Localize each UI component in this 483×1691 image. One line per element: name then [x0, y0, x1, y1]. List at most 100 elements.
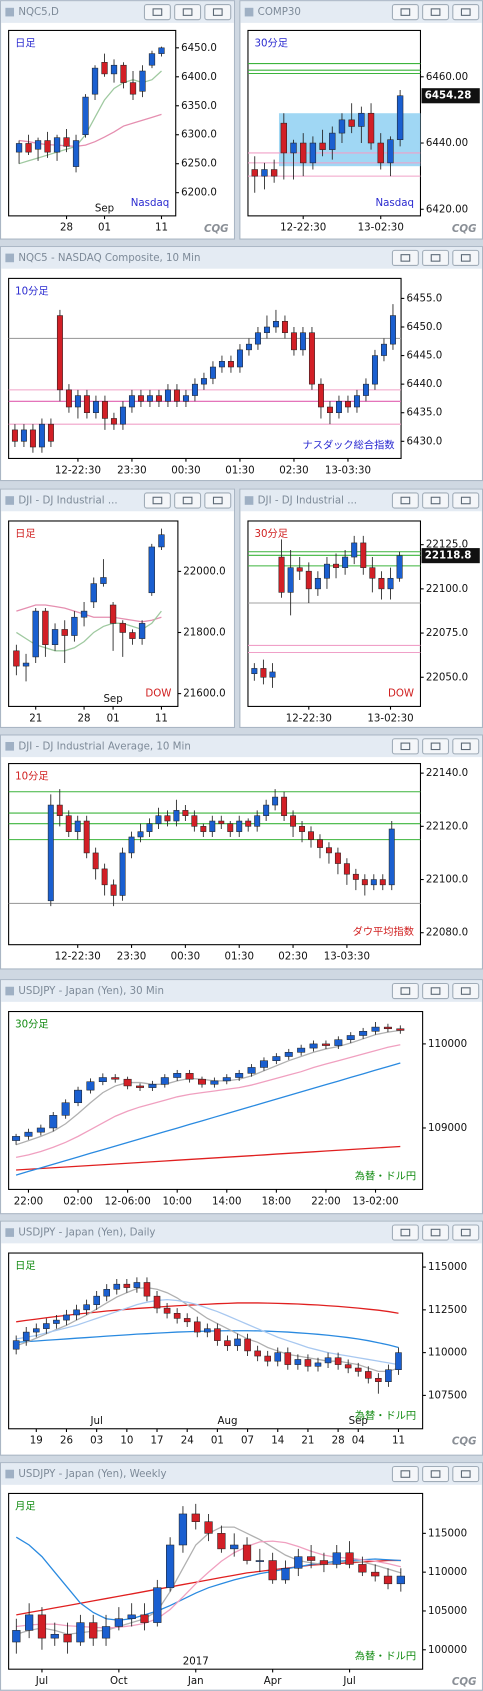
candle-body — [65, 389, 72, 408]
close-button[interactable] — [452, 249, 480, 267]
close-button[interactable] — [452, 1224, 480, 1241]
plot-content — [12, 1503, 405, 1654]
candle-body — [387, 577, 394, 590]
maximize-button[interactable] — [422, 249, 450, 267]
plot-content — [12, 1022, 405, 1176]
minimize-button[interactable] — [391, 982, 419, 1000]
candle-body — [113, 1283, 121, 1290]
window-title: DJI - DJ Industrial ... — [18, 495, 117, 507]
candle-body — [264, 1355, 271, 1362]
candle-body — [281, 796, 288, 816]
candle-body — [325, 847, 332, 854]
chart-window: DJI - DJ Industrial Average, 10 Min 22140… — [0, 734, 483, 970]
instrument-note: Nasdaq — [131, 197, 170, 209]
minimize-button[interactable] — [143, 492, 171, 509]
candle-body — [182, 810, 189, 816]
plot-content — [247, 535, 421, 688]
candle-body — [323, 563, 330, 579]
last-price: 6454.28 — [425, 90, 472, 102]
minimize-button[interactable] — [391, 249, 419, 267]
x-tick-label: 01:30 — [225, 464, 255, 476]
candle-body — [304, 1359, 312, 1367]
minimize-button[interactable] — [391, 1465, 419, 1483]
close-button[interactable] — [452, 982, 480, 1000]
close-button[interactable] — [204, 4, 232, 21]
maximize-glyph — [430, 987, 441, 995]
x-tick-label: 24 — [181, 1435, 194, 1447]
close-button[interactable] — [204, 492, 232, 509]
maximize-button[interactable] — [422, 1465, 450, 1483]
instrument-note: DOW — [145, 687, 171, 699]
minimize-button[interactable] — [391, 1224, 419, 1241]
instrument-note: 為替・ドル円 — [355, 1649, 416, 1662]
candle-body — [365, 1371, 372, 1379]
close-glyph — [460, 8, 471, 16]
x-tick-label: Oct — [110, 1675, 128, 1687]
candle-body — [309, 142, 317, 164]
candle-body — [90, 583, 97, 603]
close-button[interactable] — [452, 4, 480, 21]
candle-body — [359, 1031, 368, 1036]
candle-body — [251, 169, 258, 177]
maximize-button[interactable] — [422, 492, 450, 509]
maximize-button[interactable] — [422, 1224, 450, 1241]
maximize-button[interactable] — [174, 4, 202, 21]
candle-body — [284, 1352, 292, 1365]
candle-body — [101, 1626, 111, 1639]
candle-body — [29, 429, 36, 448]
maximize-glyph — [430, 8, 441, 16]
x-tick-label: 04 — [352, 1435, 365, 1447]
candle-body — [242, 1544, 252, 1561]
close-button[interactable] — [452, 1465, 480, 1483]
minimize-glyph — [400, 8, 411, 16]
candle-body — [333, 563, 340, 568]
period-label: Sep — [103, 693, 122, 705]
minimize-button[interactable] — [391, 492, 419, 509]
candle-body — [361, 879, 368, 886]
minimize-button[interactable] — [143, 4, 171, 21]
candle-body — [49, 1115, 58, 1129]
candle-body — [37, 1614, 47, 1639]
candle-body — [76, 1622, 85, 1643]
maximize-glyph — [182, 496, 193, 505]
candle-body — [140, 1614, 149, 1623]
candle-body — [334, 852, 341, 864]
candle-body — [11, 429, 18, 442]
window-title: USDJPY - Japan (Yen), 30 Min — [18, 985, 164, 997]
candle-body — [74, 820, 81, 832]
candle-body — [260, 668, 267, 678]
close-button[interactable] — [452, 738, 480, 755]
cqg-logo: CQG — [452, 1676, 477, 1688]
candle-body — [191, 383, 198, 396]
x-tick-label: 12-06:00 — [105, 1195, 151, 1207]
window-title: COMP30 — [258, 6, 301, 18]
x-tick-label: 11 — [155, 712, 168, 724]
moving-average — [16, 610, 162, 652]
maximize-button[interactable] — [422, 4, 450, 21]
maximize-button[interactable] — [422, 738, 450, 755]
y-tick-label: 6200.0 — [181, 187, 217, 199]
maximize-button[interactable] — [174, 492, 202, 509]
candle-body — [387, 139, 394, 164]
candle-body — [296, 567, 303, 572]
plot-content — [8, 304, 402, 453]
candle-body — [13, 650, 20, 667]
candle-body — [334, 1039, 343, 1046]
maximize-glyph — [430, 1470, 441, 1478]
candle-body — [218, 361, 225, 368]
y-tick-label: 22140.0 — [426, 767, 468, 779]
chart-window: COMP30 6460.00 6440.00 6420.00 12-22:30 13-02… — [239, 0, 483, 240]
x-tick-label: 13-03:30 — [325, 464, 371, 476]
minimize-button[interactable] — [391, 4, 419, 21]
maximize-button[interactable] — [422, 982, 450, 1000]
minimize-button[interactable] — [391, 738, 419, 755]
cqg-logo: CQG — [452, 223, 477, 235]
candle-body — [72, 140, 80, 167]
timeframe-label: 30分足 — [15, 1018, 49, 1030]
chart-window: DJI - DJ Industrial ... 22125.0 22100.0 220… — [239, 488, 483, 728]
candle-body — [25, 1614, 34, 1631]
candle-body — [389, 315, 396, 345]
x-tick-label: Jul — [342, 1675, 355, 1687]
close-button[interactable] — [452, 492, 480, 509]
candle-body — [34, 140, 42, 150]
